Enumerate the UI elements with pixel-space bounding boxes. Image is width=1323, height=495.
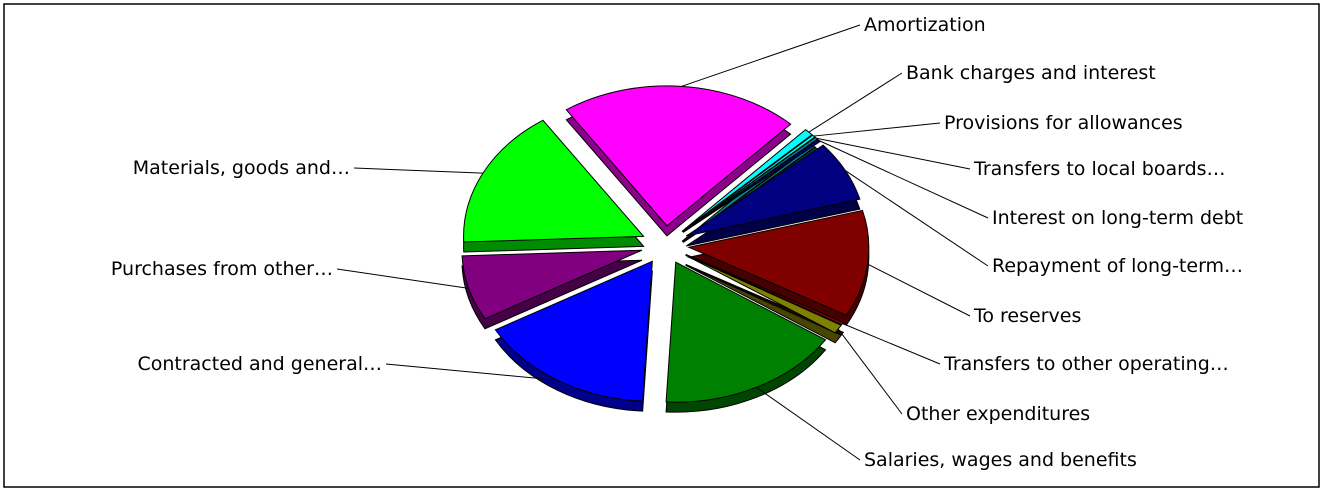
pie-slice — [494, 260, 653, 402]
slice-label: Repayment of long-term… — [992, 255, 1243, 277]
leader-line — [867, 263, 971, 317]
leader-line — [756, 386, 861, 461]
slice-label: To reserves — [973, 305, 1081, 327]
slice-label: Salaries, wages and benefits — [864, 449, 1137, 471]
pie-slice — [463, 119, 645, 243]
slice-label: Interest on long-term debt — [992, 207, 1243, 229]
slice-label: Materials, goods and… — [133, 157, 350, 179]
leader-line — [845, 170, 989, 267]
leader-line — [681, 24, 861, 87]
slice-label: Amortization — [864, 14, 986, 36]
leader-line — [842, 323, 941, 365]
leader-line — [353, 167, 483, 174]
slice-label: Provisions for allowances — [944, 112, 1183, 134]
pie-slice — [687, 209, 870, 316]
leader-line — [816, 137, 971, 170]
leader-line — [808, 72, 903, 133]
slice-label: Transfers to other operating… — [943, 353, 1229, 375]
leader-line — [336, 268, 469, 289]
slice-label: Purchases from other… — [111, 258, 333, 280]
leader-line — [837, 328, 903, 415]
pie-slice — [685, 254, 842, 334]
pie-slice-side — [685, 264, 842, 344]
slice-label: Bank charges and interest — [906, 62, 1156, 84]
pie-slice — [461, 249, 643, 320]
leader-line — [818, 140, 989, 219]
leader-line — [385, 363, 558, 381]
leader-line — [813, 122, 941, 137]
pie-slice — [665, 261, 827, 403]
slice-label: Transfers to local boards… — [973, 158, 1226, 180]
slice-label: Other expenditures — [906, 403, 1090, 425]
slice-label: Contracted and general… — [137, 353, 382, 375]
